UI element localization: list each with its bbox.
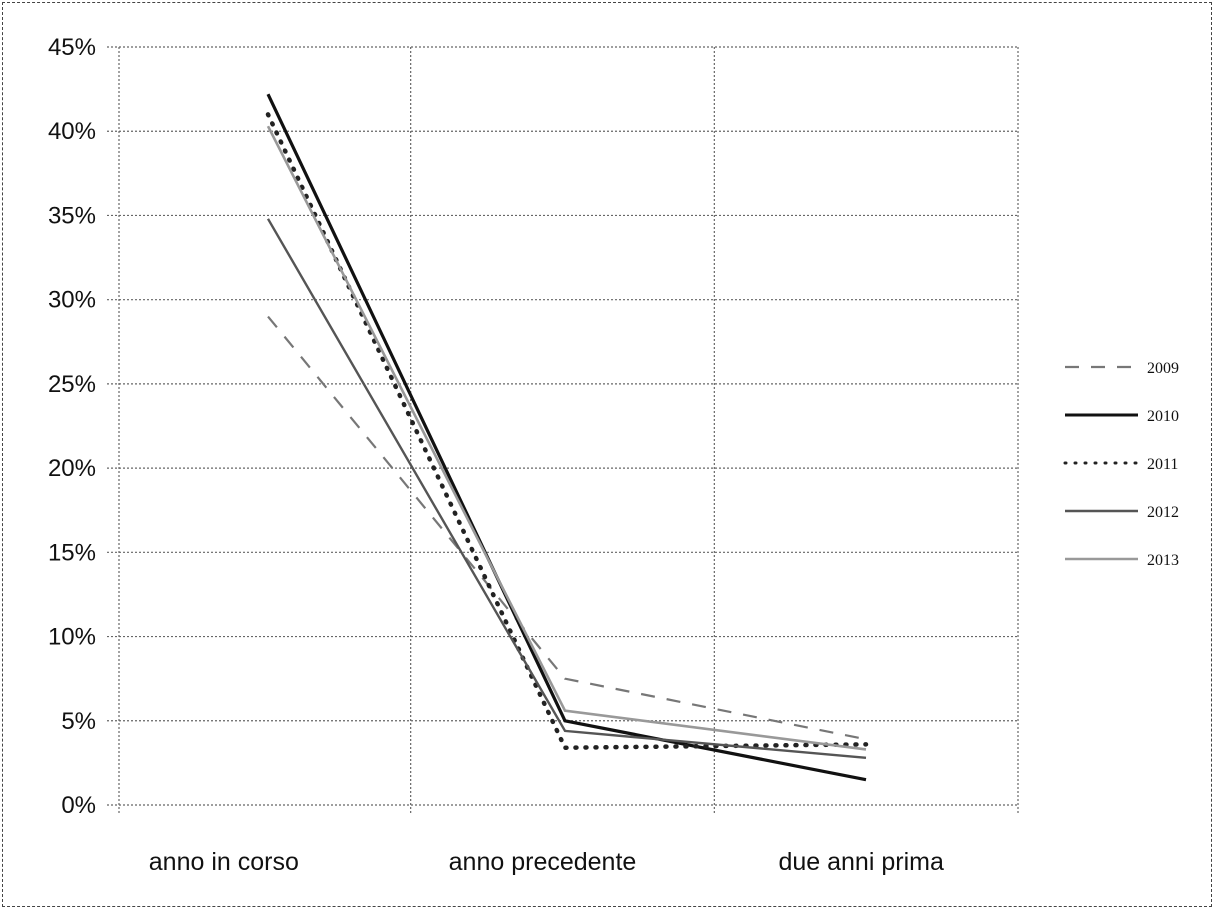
series-line-2013	[266, 125, 867, 751]
series-line-2012	[266, 218, 867, 760]
legend-label: 2012	[1147, 504, 1179, 521]
y-tick-label: 5%	[61, 708, 96, 735]
series-lines	[265, 93, 869, 782]
x-category-label: due anni prima	[778, 848, 943, 876]
series-line-2010	[266, 93, 867, 782]
y-tick-label: 25%	[48, 371, 96, 398]
y-axis-ticks: 0% 5% 10% 15% 20% 25% 30% 35% 40% 45%	[48, 34, 96, 819]
legend-label: 2013	[1147, 552, 1179, 569]
y-tick-label: 20%	[48, 455, 96, 482]
y-tick-label: 10%	[48, 624, 96, 651]
y-tick-label: 0%	[61, 792, 96, 819]
series-line-2011	[265, 112, 869, 750]
legend-label: 2009	[1147, 360, 1179, 377]
gridlines	[107, 46, 1019, 815]
y-tick-label: 15%	[48, 539, 96, 566]
legend-label: 2010	[1147, 408, 1179, 425]
series-line-2009	[267, 315, 867, 741]
legend: 2009 2010 2011 2012 2013	[1063, 360, 1179, 569]
y-tick-label: 30%	[48, 287, 96, 314]
x-category-label: anno precedente	[449, 848, 637, 876]
y-tick-label: 45%	[48, 34, 96, 61]
y-tick-label: 35%	[48, 202, 96, 229]
x-category-label: anno in corso	[149, 848, 299, 876]
legend-label: 2011	[1147, 456, 1178, 473]
x-axis-categories: anno in corso anno precedente due anni pri…	[149, 848, 944, 876]
y-tick-label: 40%	[48, 118, 96, 145]
